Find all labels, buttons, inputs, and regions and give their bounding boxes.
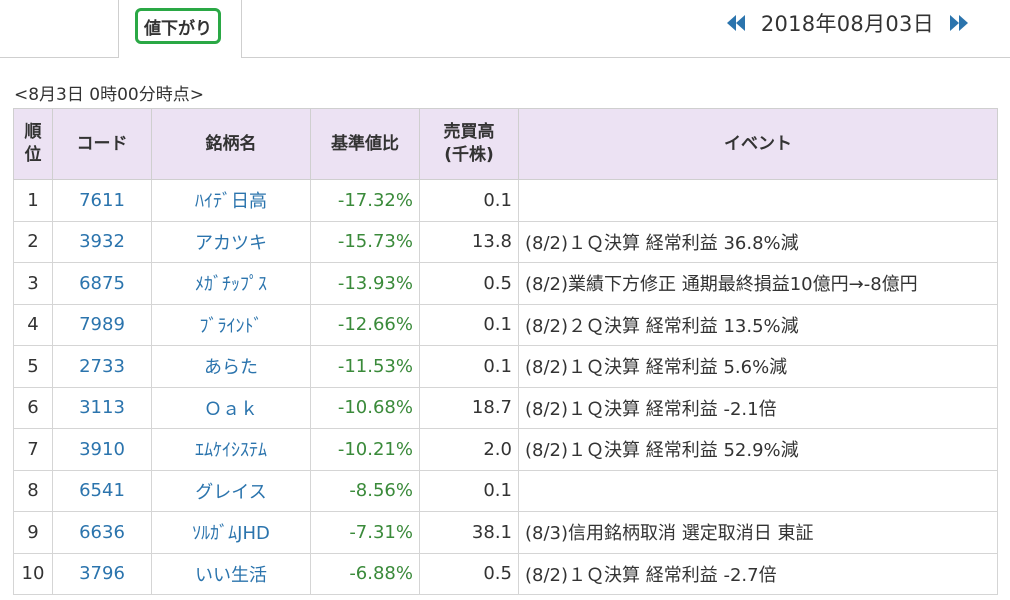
tab-price-decline[interactable]: 値下がり [118, 0, 242, 57]
header-volume: 売買高 (千株) [419, 108, 519, 180]
volume-cell: 0.1 [419, 179, 519, 222]
pct-change-cell: -11.53% [310, 345, 420, 388]
stock-code-link[interactable]: 7989 [52, 303, 152, 346]
event-cell [518, 179, 998, 222]
volume-cell: 0.5 [419, 552, 519, 595]
volume-cell: 2.0 [419, 428, 519, 471]
rank-cell: 9 [13, 511, 53, 554]
stock-name-link[interactable]: ｴﾑｹｲｼｽﾃﾑ [151, 428, 311, 471]
stock-code-link[interactable]: 3932 [52, 220, 152, 263]
ranking-table: 順 位 コード 銘柄名 基準値比 売買高 (千株) イベント 1 7611 ﾊｲ… [13, 108, 998, 595]
event-cell: (8/2)業績下方修正 通期最終損益10億円→-8億円 [518, 262, 998, 305]
table-row: 6 3113 Ｏａｋ -10.68% 18.7 (8/2)１Ｑ決算 経常利益 -… [13, 386, 998, 429]
rank-cell: 8 [13, 469, 53, 512]
rank-cell: 3 [13, 262, 53, 305]
table-header-row: 順 位 コード 銘柄名 基準値比 売買高 (千株) イベント [13, 108, 998, 180]
volume-cell: 0.5 [419, 262, 519, 305]
double-left-arrow-icon[interactable] [725, 12, 747, 34]
event-cell: (8/2)１Ｑ決算 経常利益 5.6%減 [518, 345, 998, 388]
table-row: 7 3910 ｴﾑｹｲｼｽﾃﾑ -10.21% 2.0 (8/2)１Ｑ決算 経常… [13, 428, 998, 471]
event-cell [518, 469, 998, 512]
event-cell: (8/3)信用銘柄取消 選定取消日 東証 [518, 511, 998, 554]
pct-change-cell: -13.93% [310, 262, 420, 305]
table-row: 10 3796 いい生活 -6.88% 0.5 (8/2)１Ｑ決算 経常利益 -… [13, 552, 998, 595]
header-name: 銘柄名 [151, 108, 311, 180]
pct-change-cell: -12.66% [310, 303, 420, 346]
tab-price-decline-label[interactable]: 値下がり [135, 8, 221, 44]
event-cell: (8/2)１Ｑ決算 経常利益 -2.1倍 [518, 386, 998, 429]
header-event: イベント [518, 108, 998, 180]
table-row: 3 6875 ﾒｶﾞﾁｯﾌﾟｽ -13.93% 0.5 (8/2)業績下方修正 … [13, 262, 998, 305]
stock-code-link[interactable]: 3796 [52, 552, 152, 595]
stock-name-link[interactable]: ﾊｲﾃﾞ日高 [151, 179, 311, 222]
header-pct: 基準値比 [310, 108, 420, 180]
pct-change-cell: -15.73% [310, 220, 420, 263]
double-right-arrow-icon[interactable] [948, 12, 970, 34]
stock-name-link[interactable]: あらた [151, 345, 311, 388]
event-cell: (8/2)２Ｑ決算 経常利益 13.5%減 [518, 303, 998, 346]
volume-cell: 0.1 [419, 345, 519, 388]
rank-cell: 2 [13, 220, 53, 263]
table-row: 5 2733 あらた -11.53% 0.1 (8/2)１Ｑ決算 経常利益 5.… [13, 345, 998, 388]
stock-code-link[interactable]: 3113 [52, 386, 152, 429]
table-row: 9 6636 ｿﾙｶﾞﾑJHD -7.31% 38.1 (8/3)信用銘柄取消 … [13, 511, 998, 554]
stock-code-link[interactable]: 7611 [52, 179, 152, 222]
stock-code-link[interactable]: 6636 [52, 511, 152, 554]
stock-name-link[interactable]: いい生活 [151, 552, 311, 595]
table-row: 1 7611 ﾊｲﾃﾞ日高 -17.32% 0.1 [13, 179, 998, 222]
tab-bar [0, 0, 1010, 58]
pct-change-cell: -7.31% [310, 511, 420, 554]
rank-cell: 5 [13, 345, 53, 388]
stock-name-link[interactable]: グレイス [151, 469, 311, 512]
rank-cell: 6 [13, 386, 53, 429]
stock-name-link[interactable]: ﾌﾞﾗｲﾝﾄﾞ [151, 303, 311, 346]
pct-change-cell: -6.88% [310, 552, 420, 595]
stock-code-link[interactable]: 2733 [52, 345, 152, 388]
rank-cell: 1 [13, 179, 53, 222]
rank-cell: 4 [13, 303, 53, 346]
volume-cell: 13.8 [419, 220, 519, 263]
header-rank: 順 位 [13, 108, 53, 180]
pct-change-cell: -8.56% [310, 469, 420, 512]
volume-cell: 0.1 [419, 469, 519, 512]
pct-change-cell: -17.32% [310, 179, 420, 222]
table-row: 2 3932 アカツキ -15.73% 13.8 (8/2)１Ｑ決算 経常利益 … [13, 220, 998, 263]
header-volume-label: 売買高 (千株) [443, 122, 495, 165]
stock-code-link[interactable]: 3910 [52, 428, 152, 471]
timestamp: <8月3日 0時00分時点> [14, 85, 204, 105]
rank-cell: 10 [13, 552, 53, 595]
volume-cell: 38.1 [419, 511, 519, 554]
table-row: 8 6541 グレイス -8.56% 0.1 [13, 469, 998, 512]
pct-change-cell: -10.68% [310, 386, 420, 429]
stock-name-link[interactable]: ﾒｶﾞﾁｯﾌﾟｽ [151, 262, 311, 305]
stock-code-link[interactable]: 6875 [52, 262, 152, 305]
date-navigation: 2018年08月03日 [725, 8, 970, 38]
stock-code-link[interactable]: 6541 [52, 469, 152, 512]
header-rank-label: 順 位 [24, 122, 42, 165]
stock-name-link[interactable]: アカツキ [151, 220, 311, 263]
rank-cell: 7 [13, 428, 53, 471]
event-cell: (8/2)１Ｑ決算 経常利益 -2.7倍 [518, 552, 998, 595]
stock-name-link[interactable]: ｿﾙｶﾞﾑJHD [151, 511, 311, 554]
header-code: コード [52, 108, 152, 180]
event-cell: (8/2)１Ｑ決算 経常利益 52.9%減 [518, 428, 998, 471]
tab-active-indicator [119, 55, 241, 58]
table-row: 4 7989 ﾌﾞﾗｲﾝﾄﾞ -12.66% 0.1 (8/2)２Ｑ決算 経常利… [13, 303, 998, 346]
event-cell: (8/2)１Ｑ決算 経常利益 36.8%減 [518, 220, 998, 263]
stock-name-link[interactable]: Ｏａｋ [151, 386, 311, 429]
pct-change-cell: -10.21% [310, 428, 420, 471]
current-date: 2018年08月03日 [760, 12, 934, 36]
volume-cell: 18.7 [419, 386, 519, 429]
volume-cell: 0.1 [419, 303, 519, 346]
